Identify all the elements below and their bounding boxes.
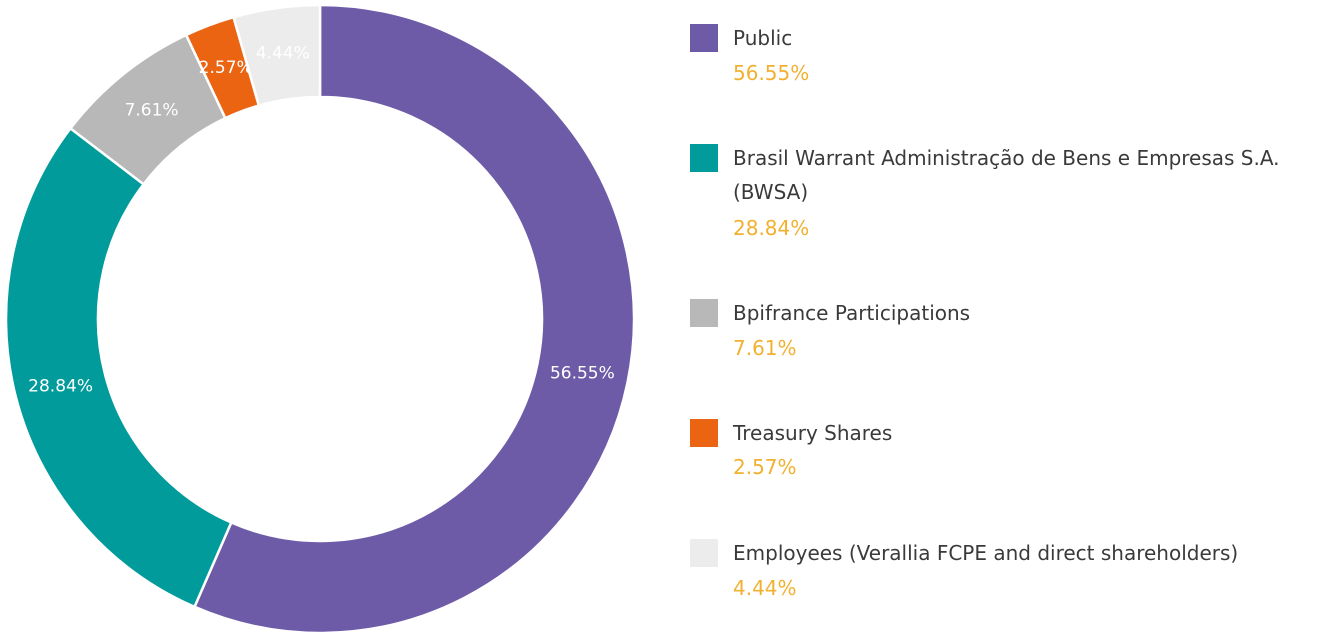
legend-value-treasury-shares: 2.57%: [733, 455, 797, 479]
legend-swatch-employees: [690, 539, 718, 567]
legend-label-bwsa: Brasil Warrant Administração de Bens e E…: [733, 146, 1280, 204]
legend-value-bwsa: 28.84%: [733, 216, 810, 240]
legend-swatch-bpifrance: [690, 299, 718, 327]
slice-label-3: 2.57%: [199, 58, 253, 78]
donut-slice-4[interactable]: [231, 3, 322, 108]
legend-label-bpifrance: Bpifrance Participations: [733, 301, 971, 325]
slice-label-1: 28.84%: [28, 376, 93, 396]
legend-label-treasury-shares: Treasury Shares: [733, 421, 893, 445]
slice-label-4: 4.44%: [256, 44, 310, 64]
donut-chart: 56.55% 28.84% 7.61% 2.57%4.44%: [4, 3, 636, 635]
donut-slice-1[interactable]: [4, 126, 233, 609]
legend-value-employees: 4.44%: [733, 576, 797, 600]
legend-value-bpifrance: 7.61%: [733, 336, 797, 360]
legend-label-employees: Employees (Verallia FCPE and direct shar…: [733, 541, 1239, 565]
slice-label-2: 7.61%: [125, 101, 179, 121]
legend-swatch-bwsa: [690, 144, 718, 172]
legend-value-public: 56.55%: [733, 61, 810, 85]
donut-slice-0[interactable]: [192, 3, 636, 635]
legend-label-public: Public: [733, 26, 793, 50]
slice-label-0: 56.55%: [550, 364, 615, 384]
legend-swatch-public: [690, 24, 718, 52]
legend-swatch-treasury-shares: [690, 419, 718, 447]
